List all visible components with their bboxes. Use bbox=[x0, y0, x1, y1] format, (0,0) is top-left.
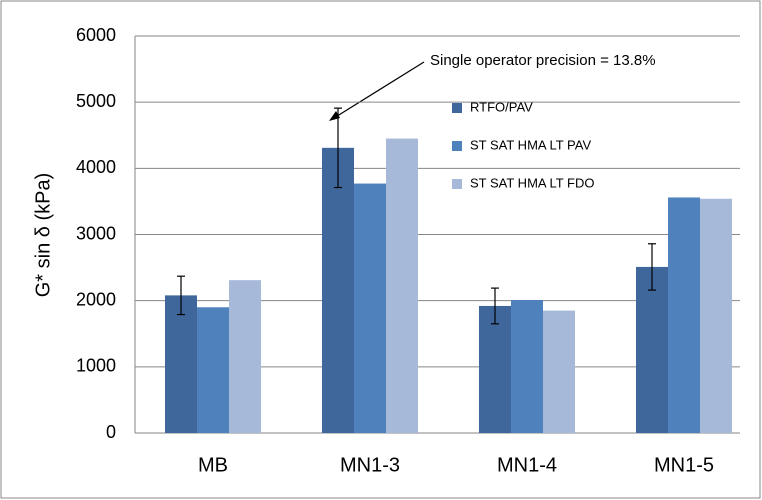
bar bbox=[229, 280, 261, 433]
legend-label: ST SAT HMA LT PAV bbox=[470, 137, 591, 152]
y-axis-label: G* sin δ (kPa) bbox=[32, 173, 54, 298]
x-tick-label: MN1-4 bbox=[497, 454, 557, 476]
legend-label: ST SAT HMA LT FDO bbox=[470, 175, 595, 190]
bar bbox=[197, 307, 229, 433]
bar bbox=[354, 183, 386, 433]
bar bbox=[700, 198, 732, 433]
bar bbox=[386, 138, 418, 433]
legend-swatch bbox=[452, 141, 462, 151]
y-tick-label: 2000 bbox=[76, 289, 116, 309]
error-bar bbox=[491, 287, 499, 325]
bar bbox=[322, 147, 354, 434]
y-tick-label: 4000 bbox=[76, 157, 116, 177]
y-tick-label: 1000 bbox=[76, 356, 116, 376]
legend-swatch bbox=[452, 179, 462, 189]
bar bbox=[668, 197, 700, 433]
error-bar bbox=[334, 107, 342, 189]
bar bbox=[511, 300, 543, 433]
error-bar bbox=[648, 243, 656, 291]
bar bbox=[165, 295, 197, 433]
error-bar bbox=[177, 275, 185, 316]
x-tick-label: MB bbox=[198, 454, 228, 476]
annotation: Single operator precision = 13.8% bbox=[430, 52, 656, 69]
annotation-arrow bbox=[329, 61, 425, 121]
bar bbox=[479, 305, 511, 433]
x-tick-label: MN1-5 bbox=[654, 454, 714, 476]
bar bbox=[636, 266, 668, 433]
y-tick-label: 6000 bbox=[76, 25, 116, 45]
y-tick-label: 3000 bbox=[76, 223, 116, 243]
arrow-head bbox=[329, 111, 340, 121]
legend-label: RTFO/PAV bbox=[470, 99, 533, 114]
y-tick-label: 5000 bbox=[76, 91, 116, 111]
legend-swatch bbox=[452, 103, 462, 113]
arrow-line bbox=[333, 61, 425, 119]
bar bbox=[543, 310, 575, 433]
x-tick-label: MN1-3 bbox=[340, 454, 400, 476]
y-tick-label: 0 bbox=[106, 422, 116, 442]
